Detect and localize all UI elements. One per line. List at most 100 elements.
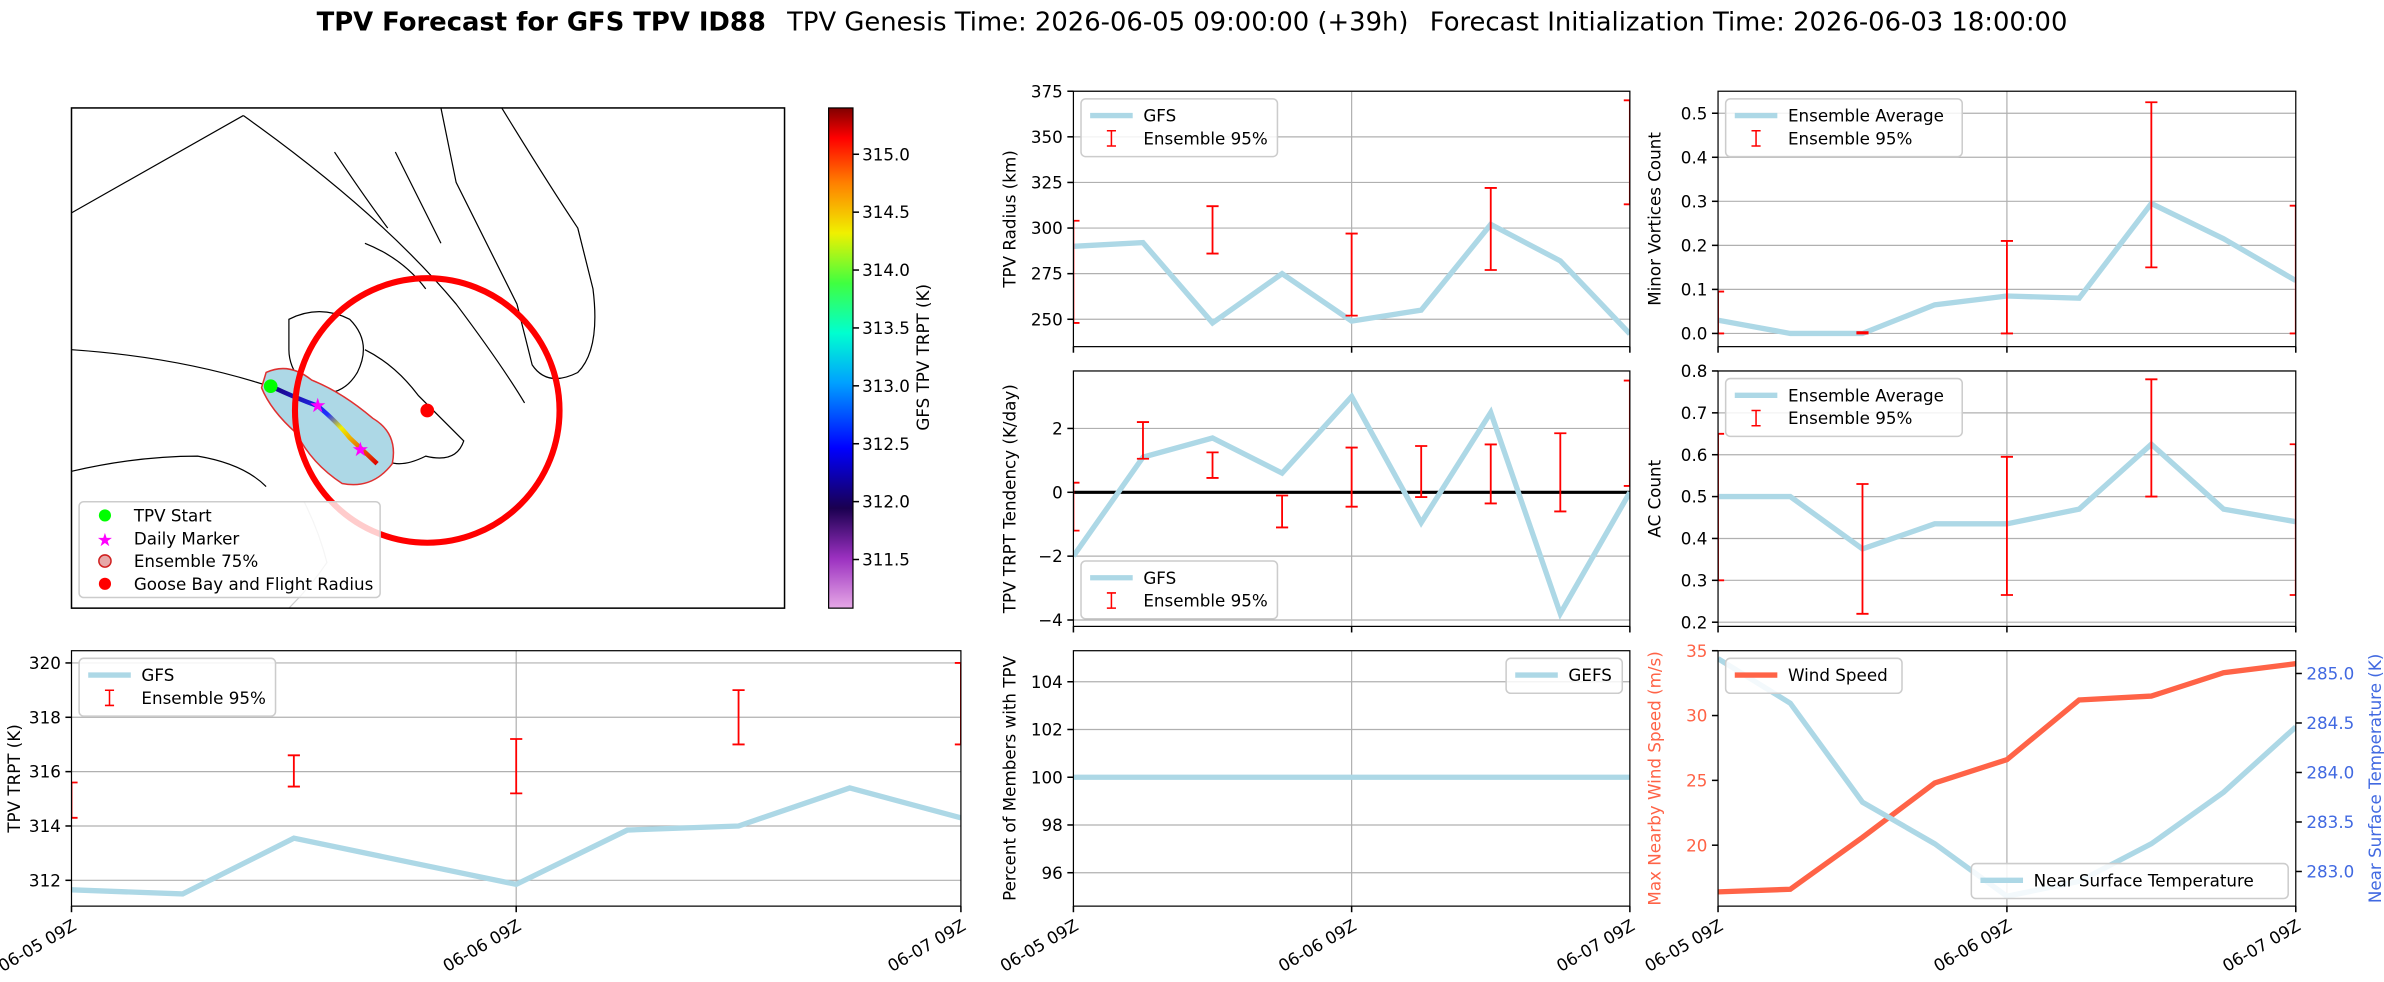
legend-label: Ensemble 95% [1143, 591, 1267, 611]
x-tick-label: 06-05 09Z [1641, 915, 1726, 976]
title-genesis: TPV Genesis Time: 2026-06-05 09:00:00 (+… [786, 7, 1408, 37]
legend-label: Goose Bay and Flight Radius [134, 574, 373, 594]
line [71, 785, 961, 897]
error-bar [2289, 443, 2296, 596]
legend-label: Ensemble 95% [1143, 128, 1267, 148]
flight-radius [291, 275, 563, 546]
y-tick-label: 312 [29, 870, 61, 890]
y-tick-label: −2 [1038, 546, 1063, 566]
daily-marker: ★ [352, 438, 370, 461]
coast [71, 115, 244, 214]
y-tick-label: 104 [1031, 672, 1063, 692]
x-tick-label: 06-06 09Z [439, 915, 524, 976]
line [1073, 221, 1630, 336]
y-tick-label: 25 [1686, 770, 1707, 790]
y-tick-label: 98 [1041, 815, 1062, 835]
colorbar-label: GFS TPV TRPT (K) [913, 284, 933, 431]
y-tick-label: 30 [1686, 706, 1707, 726]
x-tick-label: 06-07 09Z [1553, 915, 1638, 976]
legend-label: GFS [1143, 106, 1176, 126]
y-axis-label: TPV TRPT (K) [4, 724, 24, 834]
error-bar [1136, 421, 1150, 460]
colorbar-tick-label: 312.0 [862, 492, 910, 512]
plot-area [1718, 378, 2296, 615]
ensemble-area [260, 367, 395, 486]
y-tick-label: 316 [29, 762, 61, 782]
y-tick-label: 318 [29, 707, 61, 727]
plot-area [1073, 99, 1630, 336]
error-bar [1073, 219, 1080, 324]
colorbar-tick-label: 314.0 [862, 260, 910, 280]
axes-frame [1717, 370, 2297, 627]
y-tick-label: 96 [1041, 863, 1062, 883]
error-bar [1718, 432, 1725, 582]
map-frame [70, 107, 786, 609]
labrador [364, 349, 465, 465]
legend-label: GFS [1143, 568, 1176, 588]
axes-frame [1072, 370, 1631, 627]
y-tick-label: 20 [1686, 835, 1707, 855]
y-tick-label: −4 [1038, 610, 1063, 630]
x-tick-label: 06-06 09Z [1275, 915, 1360, 976]
boundary [71, 349, 274, 389]
x-tick-label: 06-07 09Z [884, 915, 969, 976]
error-bar [1206, 205, 1219, 255]
legend-box [1505, 657, 1624, 695]
colorbar-tick-label: 315.0 [862, 144, 910, 164]
y-axis-label: Max Nearby Wind Speed (m/s) [1644, 651, 1664, 905]
line [1718, 661, 2296, 895]
legend-marker [1106, 592, 1116, 609]
error-bar [1856, 483, 1869, 615]
tpv-start [263, 379, 278, 394]
legend-box [1970, 862, 2289, 900]
error-bar [1554, 432, 1567, 513]
axes-frame [1717, 90, 2297, 348]
legend-label: Ensemble 95% [1788, 408, 1912, 428]
y-tick-label: 102 [1031, 720, 1063, 740]
error-bar [510, 738, 523, 795]
y-axis-label: Minor Vortices Count [1644, 132, 1664, 306]
y-tick-label: 0.3 [1681, 570, 1708, 590]
legend-label: TPV Start [133, 505, 212, 525]
y-tick-label: 300 [1031, 218, 1063, 238]
y-tick-label: 0.8 [1681, 361, 1708, 381]
plot-area [71, 662, 961, 897]
y-tick-label: 0.5 [1681, 487, 1708, 507]
legend-label: Ensemble Average [1788, 385, 1944, 405]
suptitle: TPV Forecast for GFS TPV ID88 TPV Genesis… [317, 7, 2068, 37]
colorbar-tick-label: 312.5 [862, 434, 910, 454]
y-tick-label: 0.4 [1681, 147, 1708, 167]
legend-label: Ensemble 95% [1788, 128, 1912, 148]
legend-label: Near Surface Temperature [2034, 870, 2254, 890]
error-bar [2145, 101, 2158, 269]
error-bar [1623, 379, 1630, 487]
coast [71, 455, 267, 487]
legend-label: Ensemble 75% [134, 551, 258, 571]
error-bar [2145, 378, 2158, 498]
colorbar-tick-label: 314.5 [862, 202, 910, 222]
y-axis-label: TPV Radius (km) [1000, 150, 1020, 288]
legend-label: Ensemble Average [1788, 106, 1944, 126]
error-bar [287, 754, 300, 788]
plot-area [1718, 101, 2296, 337]
y-tick-label: 320 [29, 653, 61, 673]
error-bar [1073, 481, 1080, 532]
legend-box [1724, 98, 1963, 158]
track [269, 384, 379, 466]
y-tick-label: 0.2 [1681, 235, 1708, 255]
error-bar [2000, 240, 2013, 335]
legend-label: GFS [141, 665, 174, 685]
y-tick-label: 35 [1686, 641, 1707, 661]
y-tick-label: 100 [1031, 767, 1063, 787]
y-tick-label: 0.5 [1681, 103, 1708, 123]
y-axis-label: AC Count [1644, 459, 1664, 537]
y-tick-label: 0.4 [1681, 529, 1708, 549]
map-legend: ★ TPV Start Daily Marker Ensemble 75% Go… [78, 500, 381, 599]
colorbar-tick-label: 311.5 [862, 550, 910, 570]
error-bar [2000, 455, 2013, 596]
legend-marker [98, 554, 112, 568]
legend-marker [98, 577, 112, 590]
title-main: TPV Forecast for GFS TPV ID88 [317, 7, 766, 37]
error-bar [732, 689, 745, 746]
